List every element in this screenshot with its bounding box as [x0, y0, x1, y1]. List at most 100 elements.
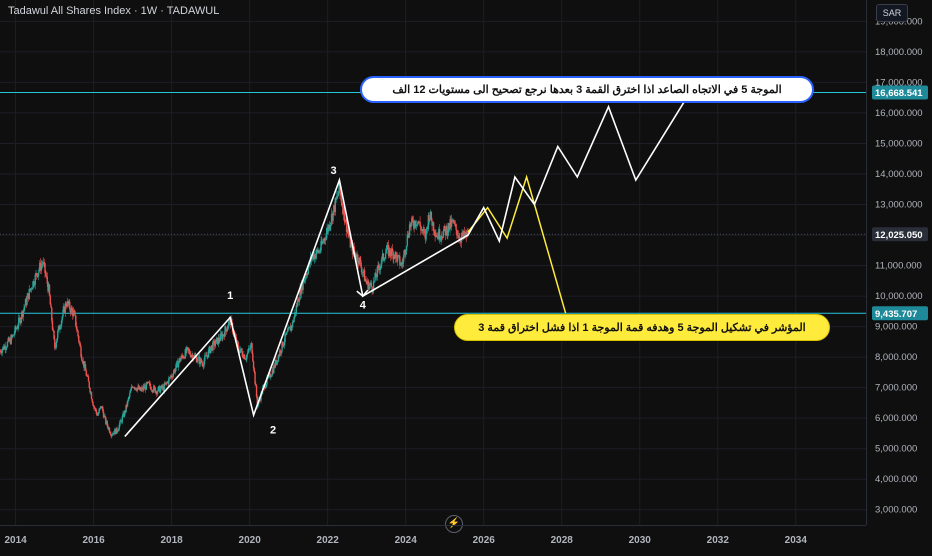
candle-body [360, 260, 362, 267]
candle-body [162, 386, 164, 389]
candle-body [138, 386, 140, 390]
candle-body [247, 348, 250, 353]
candle-body [2, 346, 4, 350]
candle-body [81, 360, 84, 363]
candle-body [293, 317, 295, 323]
time-tick-label: 2026 [473, 535, 496, 546]
candle-body [96, 414, 99, 416]
candle-body [241, 351, 244, 356]
candle-body [333, 205, 335, 211]
candle-body [68, 301, 70, 305]
callout-yellow[interactable]: المؤشر في تشكيل الموجة 5 وهدفه قمة الموج… [454, 314, 830, 341]
candle-body [394, 252, 397, 259]
candle-body [131, 386, 133, 388]
candle-body [284, 333, 286, 343]
price-scale[interactable]: 3,000.000 4,000.000 5,000.000 6,000.000 7,00… [866, 0, 932, 525]
candle-body [1, 349, 3, 354]
lightning-icon[interactable]: ⚡ [445, 515, 463, 533]
candle-body [320, 240, 322, 251]
candle-body [397, 255, 400, 257]
candle-body [387, 244, 390, 256]
candle-body [243, 354, 246, 360]
candle-body [118, 424, 120, 430]
candle-body [207, 355, 209, 358]
candle-body [127, 398, 129, 401]
candle-body [31, 288, 33, 290]
candle-body [195, 356, 198, 363]
candle-body [144, 385, 146, 389]
candle-body [276, 360, 279, 362]
candle-body [324, 239, 327, 241]
candle-body [88, 381, 90, 388]
candle-body [159, 388, 162, 393]
candle-body [134, 387, 136, 389]
candle-body [99, 406, 102, 409]
price-tick-label: 11,000.000 [875, 261, 922, 272]
callout-white[interactable]: الموجة 5 في الاتجاه الصاعد اذا اخترق الق… [360, 76, 814, 103]
candle-body [36, 273, 38, 276]
time-scale[interactable]: 2014 2016 2018 2020 2022 2024 2026 2028 2030 2032… [0, 525, 866, 551]
candle-body [285, 333, 287, 335]
candle-body [51, 320, 54, 330]
candle-body [336, 195, 339, 197]
candle-body [316, 249, 319, 251]
candle-body [409, 224, 412, 228]
candle-body [327, 228, 329, 232]
candle-body [218, 337, 220, 341]
candle-body [132, 387, 135, 389]
candle-body [147, 381, 150, 383]
white-wave-path [124, 91, 692, 438]
candle-body [54, 339, 56, 348]
candle-body [222, 334, 225, 336]
candle-body [57, 325, 60, 331]
candle-body [331, 213, 334, 221]
candle-body [242, 355, 244, 359]
candle-body [342, 207, 345, 215]
candle-body [335, 198, 337, 200]
candle-body [349, 234, 352, 248]
candle-body [63, 306, 65, 310]
candle-body [339, 183, 341, 192]
candle-body [425, 229, 427, 240]
candle-body [408, 235, 410, 238]
candle-body [168, 378, 170, 384]
candle-body [291, 321, 294, 328]
candle-body [112, 432, 114, 435]
candle-body [21, 311, 23, 320]
candle-body [42, 261, 45, 264]
candle-body [255, 383, 257, 386]
candle-body [80, 346, 82, 357]
candle-body [378, 265, 380, 269]
candle-body [313, 254, 316, 260]
candle-body [433, 230, 436, 233]
candle-body [288, 326, 291, 328]
candle-body [196, 360, 198, 363]
candle-body [416, 224, 418, 226]
candle-body [45, 275, 48, 277]
candle-body [228, 318, 231, 322]
candle-body [9, 338, 12, 344]
candle-body [194, 355, 196, 356]
wave-label: 3 [330, 165, 336, 177]
candle-body [449, 219, 451, 230]
candle-body [168, 377, 171, 379]
candle-body [183, 357, 186, 359]
candle-body [461, 232, 463, 238]
candle-body [287, 327, 289, 332]
candle-body [282, 345, 285, 347]
candle-body [337, 193, 340, 196]
candle-body [52, 329, 54, 331]
candle-body [332, 210, 334, 221]
candle-body [3, 345, 6, 350]
candle-body [15, 328, 18, 330]
chart-area[interactable]: 1 2 3 4 Tadawul All Shares Index · 1W · TAD… [0, 0, 866, 533]
candle-body [30, 288, 32, 291]
candle-body [180, 358, 182, 362]
candle-body [82, 360, 84, 363]
wave-label: 1 [227, 290, 233, 302]
candle-body [318, 250, 321, 253]
candle-body [379, 266, 382, 271]
candle-body [269, 372, 271, 378]
candle-body [191, 354, 193, 356]
currency-badge[interactable]: SAR [876, 4, 908, 22]
